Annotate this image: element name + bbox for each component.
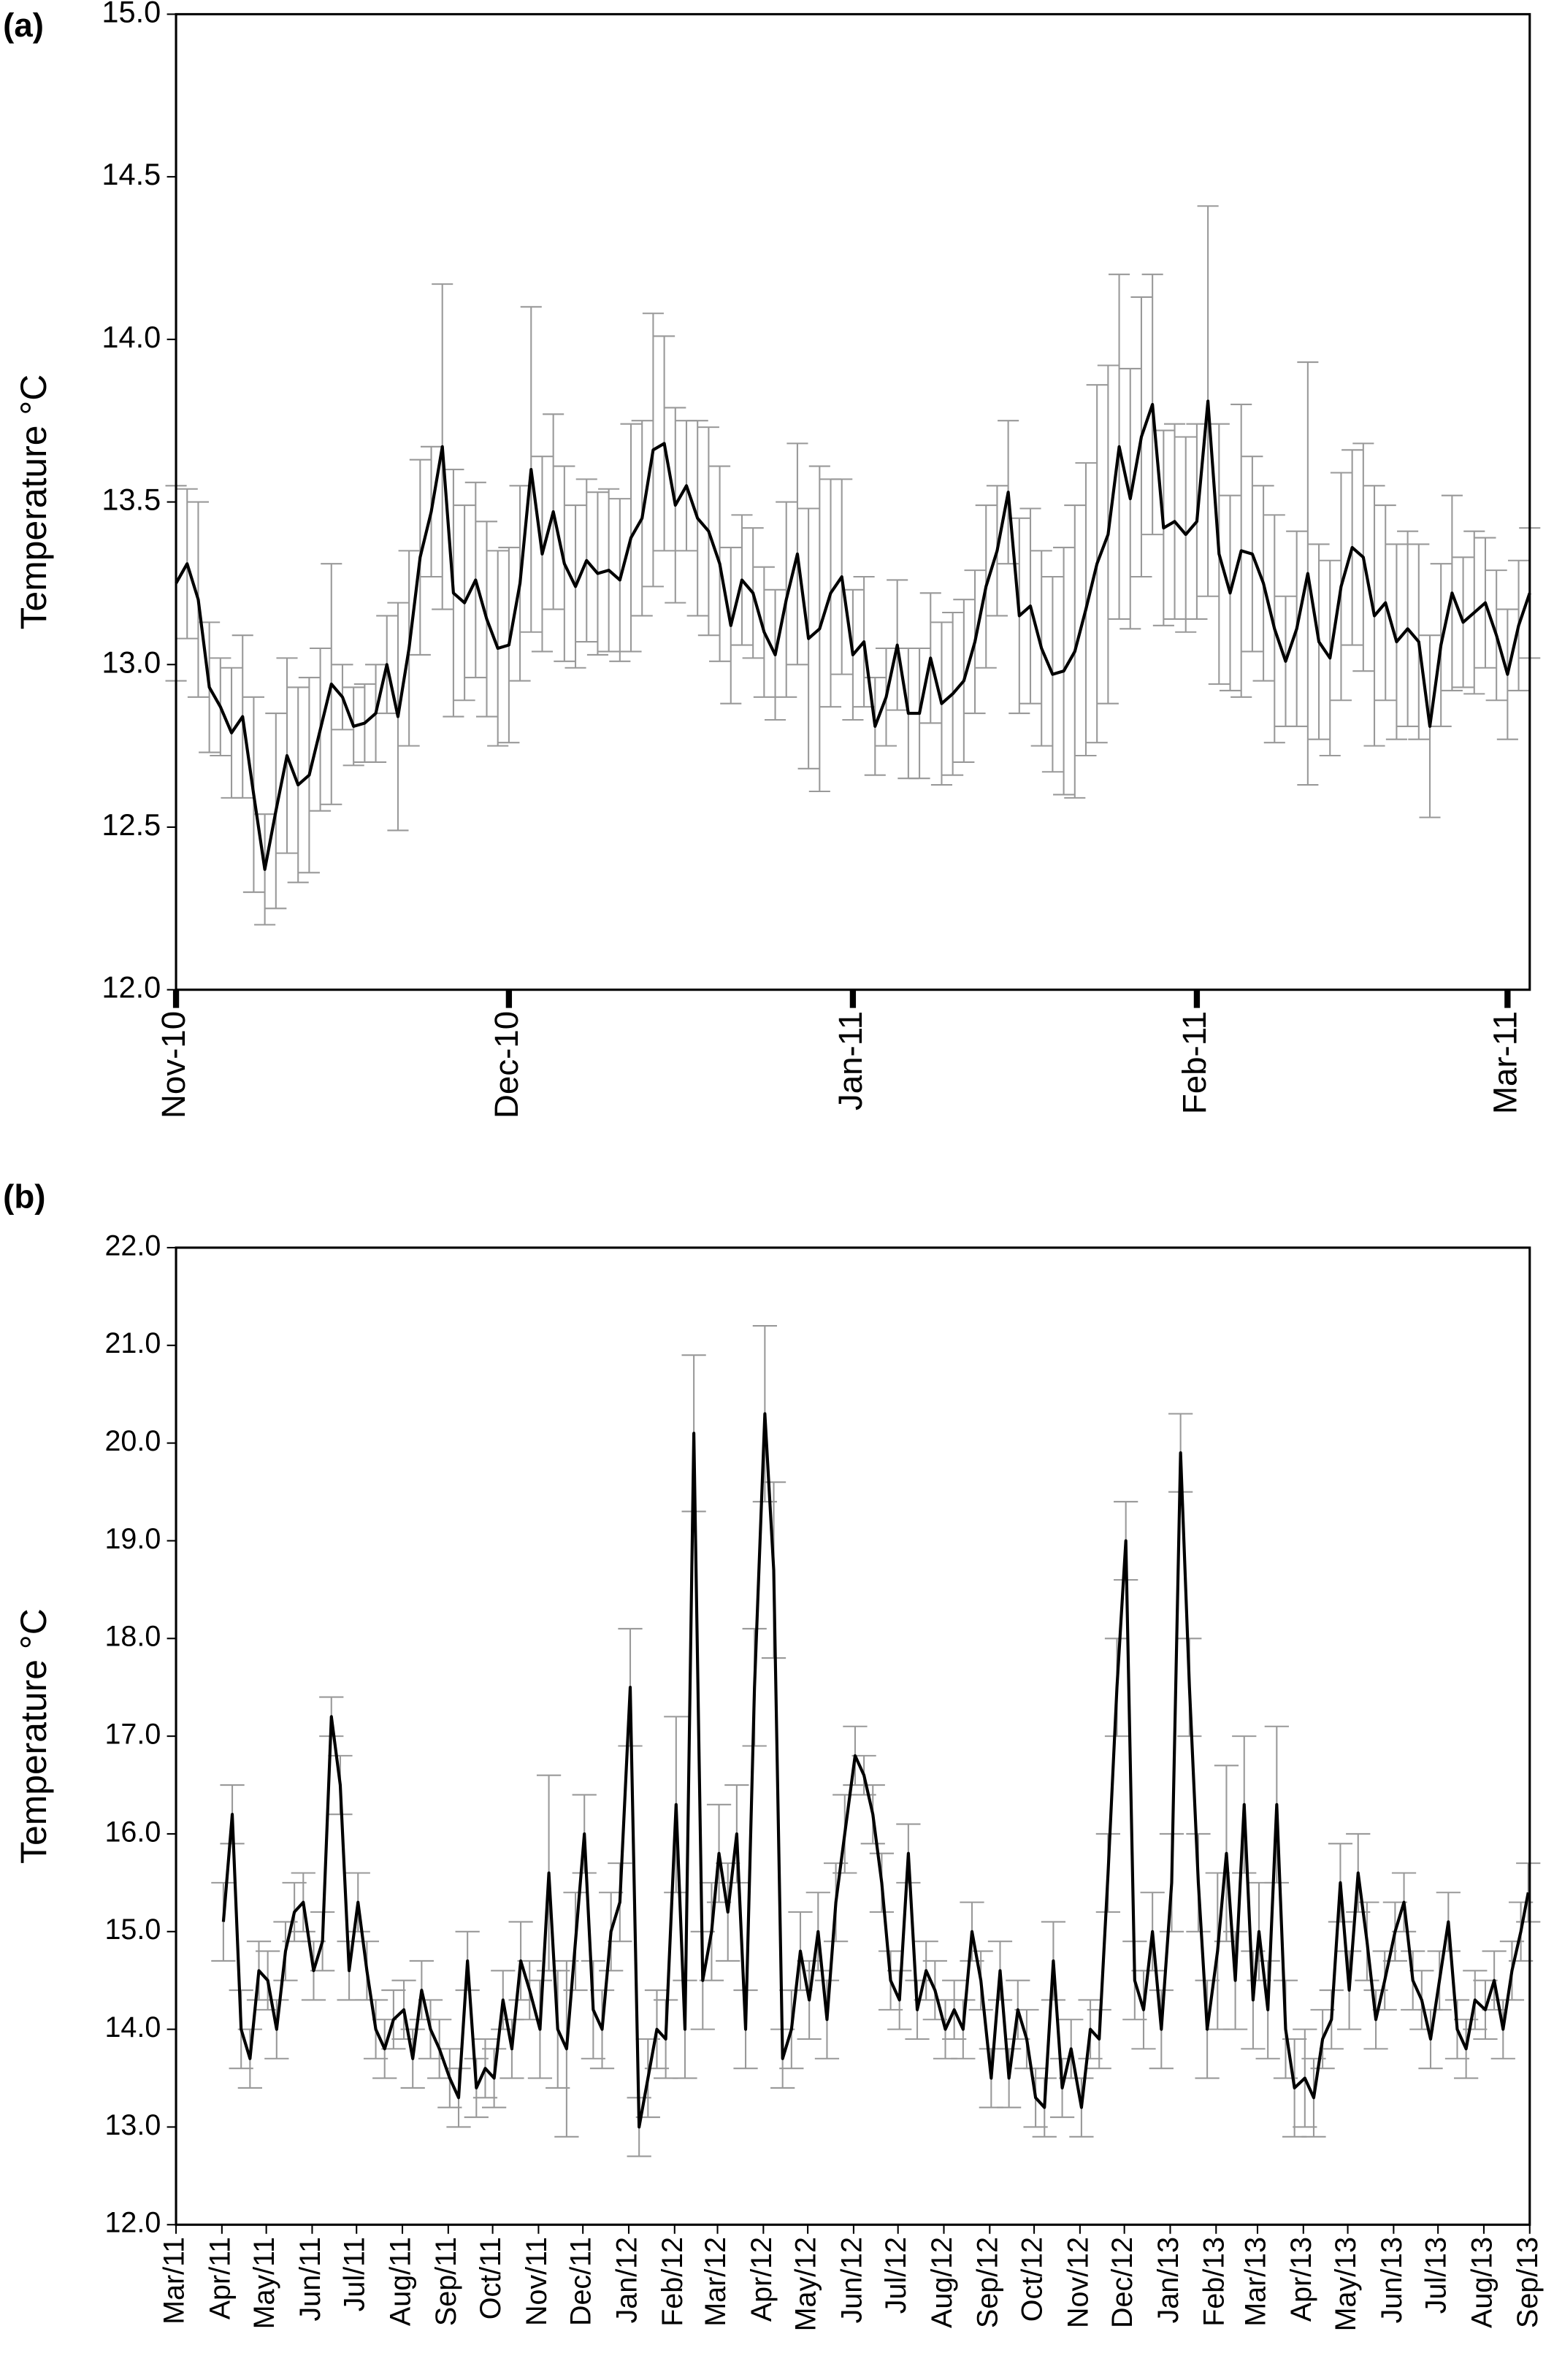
panel-label: (a) [3, 7, 44, 44]
x-tick-label: Aug/13 [1466, 2237, 1498, 2328]
x-tick-label: May/13 [1330, 2237, 1362, 2331]
x-tick-label: May/12 [790, 2237, 822, 2331]
y-tick-label: 18.0 [104, 1621, 161, 1653]
x-tick-label: Jun/11 [294, 2237, 326, 2322]
x-tick-label: Mar/12 [700, 2237, 732, 2327]
x-tick-label: Jun/13 [1376, 2237, 1408, 2324]
y-axis-label: Temperature °C [13, 1608, 54, 1864]
data-line [175, 399, 1531, 871]
x-tick-label: Sep/13 [1512, 2237, 1544, 2328]
y-tick-label: 12.5 [102, 807, 161, 842]
x-tick-label: May/11 [248, 2237, 280, 2330]
x-tick-label: Apr/11 [204, 2237, 236, 2319]
x-tick-label: Nov/12 [1062, 2237, 1094, 2328]
y-tick-label: 22.0 [104, 1229, 161, 1262]
y-tick-label: 16.0 [104, 1816, 161, 1848]
y-tick-label: 19.0 [104, 1523, 161, 1555]
y-tick-label: 13.0 [102, 645, 161, 679]
x-tick-label: Feb-11 [1176, 1011, 1213, 1114]
x-tick-label: Mar/13 [1239, 2237, 1271, 2327]
x-tick-label: Dec-10 [488, 1011, 525, 1118]
y-tick-label: 12.0 [104, 2207, 161, 2239]
y-tick-label: 20.0 [104, 1425, 161, 1457]
x-tick-label: Sep/12 [972, 2237, 1004, 2328]
x-tick-label: Oct/11 [475, 2237, 507, 2319]
x-tick-label: Apr/12 [746, 2237, 778, 2322]
x-tick-label: Jan/13 [1152, 2237, 1184, 2324]
y-tick-label: 12.0 [102, 970, 161, 1005]
y-tick-label: 21.0 [104, 1327, 161, 1359]
x-tick-label: Mar/11 [158, 2237, 190, 2325]
x-tick-label: Jun/12 [835, 2237, 868, 2324]
y-tick-label: 14.5 [102, 157, 161, 191]
x-tick-label: Apr/13 [1285, 2237, 1317, 2322]
x-tick-label: Jul/13 [1420, 2237, 1452, 2314]
x-tick-label: Nov/11 [521, 2237, 553, 2326]
y-tick-label: 14.0 [102, 320, 161, 354]
plot-frame [175, 12, 1531, 991]
x-tick-label: Dec/11 [565, 2237, 597, 2326]
plot-frame [175, 1246, 1531, 2226]
y-tick-label: 13.0 [104, 2109, 161, 2141]
x-tick-label: Sep/11 [430, 2237, 462, 2326]
x-tick-label: Dec/12 [1106, 2237, 1138, 2328]
y-tick-label: 17.0 [104, 1719, 161, 1751]
x-tick-label: Jul/11 [339, 2237, 371, 2311]
x-tick-label: Jan/12 [610, 2237, 643, 2324]
y-tick-label: 14.0 [104, 2011, 161, 2043]
x-tick-label: Nov-10 [155, 1011, 192, 1118]
y-axis-label: Temperature °C [13, 375, 54, 630]
y-tick-label: 15.0 [104, 1913, 161, 1946]
data-line [221, 1412, 1530, 2129]
x-tick-label: Feb/13 [1198, 2237, 1230, 2327]
y-tick-label: 15.0 [102, 0, 161, 28]
x-tick-label: Aug/11 [384, 2237, 416, 2326]
x-tick-label: Aug/12 [926, 2237, 958, 2328]
panel-label: (b) [3, 1178, 45, 1216]
x-tick-label: Feb/12 [657, 2237, 689, 2327]
y-tick-label: 13.5 [102, 483, 161, 517]
x-tick-label: Oct/12 [1016, 2237, 1048, 2322]
x-tick-label: Jan-11 [832, 1011, 869, 1110]
x-tick-label: Jul/12 [880, 2237, 912, 2314]
x-tick-label: Mar-11 [1486, 1011, 1523, 1114]
